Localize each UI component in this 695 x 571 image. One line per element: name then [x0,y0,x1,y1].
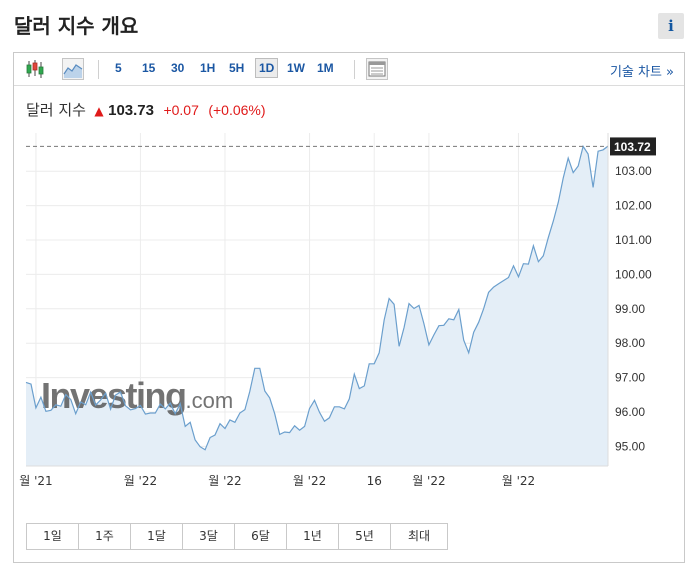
range-selector: 1일 1주 1달 3달 6달 1년 5년 최대 [26,523,448,550]
x-tick-label: 월 '22 [502,474,535,488]
timeframe-30[interactable]: 30 [171,61,185,75]
y-tick-label: 95.00 [615,439,645,453]
y-tick-label: 98.00 [615,336,645,350]
candlestick-icon[interactable] [24,58,46,80]
price-line [25,144,609,451]
range-1-day[interactable]: 1일 [27,524,79,549]
x-tick-label: 월 '22 [412,474,445,488]
range-3-month[interactable]: 3달 [183,524,235,549]
price-change-percent: (+0.06%) [208,102,266,118]
timeframe-1w[interactable]: 1W [287,61,305,75]
last-price-tag-label: 103.72 [614,140,651,154]
range-max[interactable]: 최대 [391,524,447,549]
y-tick-label: 97.00 [615,371,645,385]
chart-toolbar: 5 15 30 1H 5H 1D 1W 1M 기술 차트 » [14,53,684,86]
range-1-year[interactable]: 1년 [287,524,339,549]
x-tick-label: 16 [367,474,382,488]
x-tick-label: 월 '22 [293,474,326,488]
x-tick-label: 월 '22 [124,474,157,488]
quote-line: 달러 지수 ▲ 103.73 +0.07 (+0.06%) [26,99,266,120]
timeframe-1h[interactable]: 1H [200,61,216,75]
instrument-name: 달러 지수 [26,101,86,119]
y-tick-label: 100.00 [615,267,652,281]
timeframe-5h[interactable]: 5H [229,61,245,75]
toolbar-divider [98,60,99,79]
range-1-month[interactable]: 1달 [131,524,183,549]
range-5-year[interactable]: 5년 [339,524,391,549]
y-tick-label: 96.00 [615,405,645,419]
up-arrow-icon: ▲ [94,104,104,118]
timeframe-15[interactable]: 15 [142,61,156,75]
timeframe-1m[interactable]: 1M [317,61,334,75]
table-view-icon[interactable] [366,58,388,80]
investing-watermark: Investing.com [41,375,233,416]
price-change: +0.07 [163,102,199,118]
last-price: 103.73 [108,102,154,119]
info-button[interactable]: i [658,13,684,39]
technical-chart-link[interactable]: 기술 차트 » [609,65,674,80]
range-1-week[interactable]: 1주 [79,524,131,549]
chart-panel: 5 15 30 1H 5H 1D 1W 1M 기술 차트 » 달러 지수 ▲ 1… [13,52,685,563]
last-price-tag [610,137,656,156]
y-tick-label: 102.00 [615,199,652,213]
price-chart[interactable]: Investing.com 95.00 96.00 97.00 98.00 99.00 10… [14,53,684,513]
toolbar-divider [354,60,355,79]
price-area [26,146,608,466]
x-tick-label: 월 '21 [19,474,52,488]
y-tick-label: 99.00 [615,302,645,316]
page-title: 달러 지수 개요 [14,14,139,38]
y-tick-label: 101.00 [615,233,652,247]
timeframe-5[interactable]: 5 [115,61,122,75]
x-tick-label: 월 '22 [208,474,241,488]
range-6-month[interactable]: 6달 [235,524,287,549]
area-chart-icon[interactable] [62,58,84,80]
timeframe-1d[interactable]: 1D [255,58,279,78]
y-tick-label: 103.00 [615,164,652,178]
